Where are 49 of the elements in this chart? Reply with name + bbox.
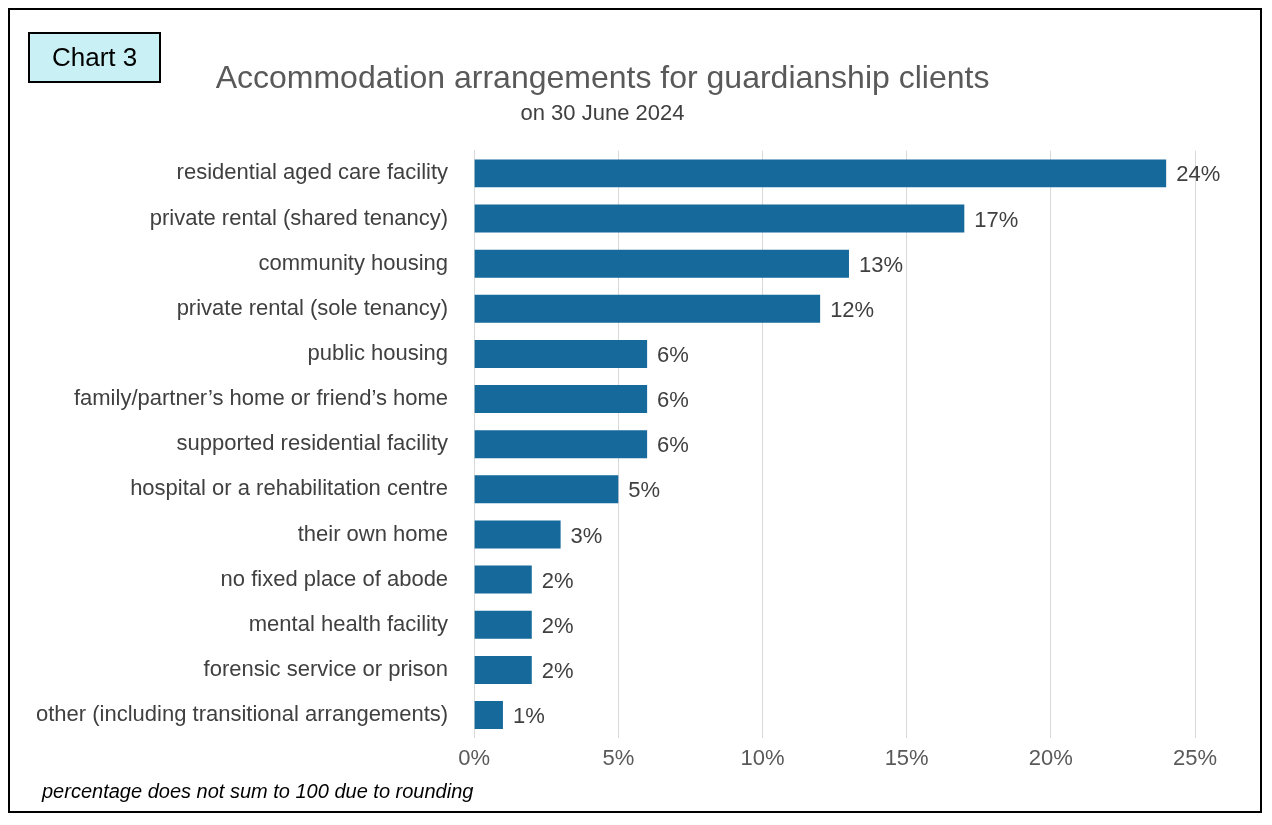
y-tick-label: mental health facility <box>248 610 449 636</box>
y-tick-label: family/partner’s home or friend’s home <box>73 385 449 411</box>
data-label: 5% <box>628 477 661 503</box>
bar <box>474 430 648 459</box>
y-tick-label: private rental (shared tenancy) <box>149 204 449 230</box>
data-label: 2% <box>541 567 574 593</box>
x-tick-label: 25% <box>1172 744 1218 770</box>
y-tick-label: community housing <box>258 249 449 275</box>
chart-subtitle: on 30 June 2024 <box>520 99 685 125</box>
y-tick-label: no fixed place of abode <box>220 565 449 591</box>
y-tick-label: private rental (sole tenancy) <box>176 294 449 320</box>
data-label: 3% <box>570 522 603 548</box>
data-label: 2% <box>541 612 574 638</box>
y-tick-label: their own home <box>297 520 449 546</box>
bar <box>474 565 532 594</box>
bar <box>474 610 532 639</box>
data-label: 6% <box>657 432 689 458</box>
y-tick-label: forensic service or prison <box>203 655 449 681</box>
bar <box>474 249 849 278</box>
text: percentage does not sum to 100 due to rounding <box>42 780 474 803</box>
y-tick-label: supported residential facility <box>176 430 449 456</box>
x-tick-label: 0% <box>458 744 490 770</box>
data-label: 24% <box>1176 161 1221 187</box>
caption: Chart 3 <box>28 32 162 83</box>
bar <box>474 475 619 504</box>
bar <box>474 204 965 233</box>
y-tick-label: hospital or a rehabilitation centre <box>130 475 449 501</box>
bar <box>474 385 648 414</box>
data-label: 12% <box>830 296 875 322</box>
bar <box>474 655 532 684</box>
x-tick-label: 20% <box>1028 744 1073 770</box>
data-label: 6% <box>657 341 689 367</box>
data-label: 6% <box>657 387 689 413</box>
y-tick-label: other (including transitional arrangements) <box>35 701 449 727</box>
data-label: 1% <box>512 703 545 729</box>
bar <box>474 701 503 730</box>
bar <box>474 294 821 323</box>
data-label: 13% <box>858 251 904 277</box>
data-label: 2% <box>541 657 574 683</box>
data-label: 17% <box>974 206 1019 232</box>
x-tick-label: 10% <box>740 744 785 770</box>
bar <box>474 520 561 549</box>
chart-title: Accommodation arrangements for guardianship clients <box>215 59 990 96</box>
y-tick-label: residential aged care facility <box>176 159 449 185</box>
x-tick-label: 5% <box>602 744 635 770</box>
x-tick-label: 15% <box>884 744 929 770</box>
bar <box>474 159 1167 188</box>
bar <box>474 339 648 368</box>
y-tick-label: public housing <box>307 339 449 365</box>
